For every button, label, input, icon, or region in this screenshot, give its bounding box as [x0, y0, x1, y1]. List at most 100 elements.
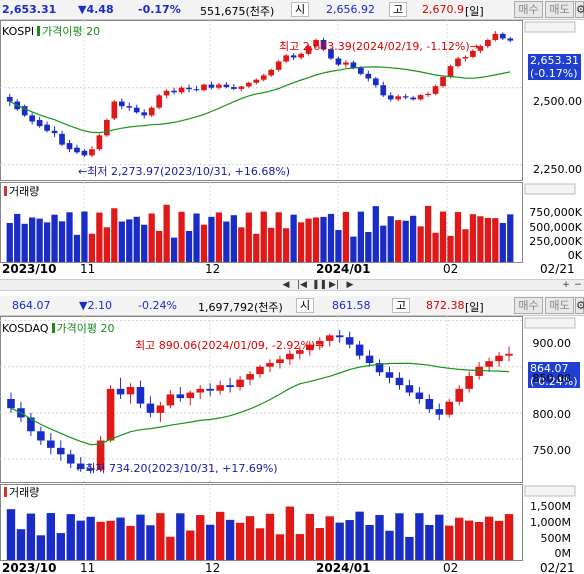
volume-bar [499, 222, 506, 262]
volume-bar [355, 511, 364, 560]
candle-down [116, 388, 125, 395]
zoom-in-icon[interactable]: + [562, 280, 570, 290]
candle-down [380, 85, 387, 96]
volume-axis-tag [524, 485, 576, 497]
kosdaq-date-12: 12 [205, 561, 221, 574]
candle-up [260, 75, 267, 80]
candle-down [7, 399, 15, 409]
kosdaq-ma-label: 가격이평 20 [56, 322, 115, 335]
volume-bar [106, 520, 115, 560]
volume-bar [36, 218, 43, 262]
volume-bar [88, 233, 96, 262]
kosdaq-period[interactable]: [일] [465, 301, 484, 314]
candle-down [37, 431, 45, 441]
kosdaq-date-02: 02 [443, 561, 459, 574]
kospi-chart[interactable] [0, 20, 584, 263]
kospi-vol-tick-250: 250,000K [529, 235, 582, 248]
scroll-right-icon[interactable]: ▶ [346, 280, 354, 290]
volume-bar [350, 236, 357, 262]
candle-down [387, 95, 394, 100]
volume-bar [73, 234, 81, 262]
volume-bar [295, 534, 305, 560]
kosdaq-date-11: 11 [80, 561, 96, 574]
volume-bar [315, 528, 324, 560]
volume-marker-icon [4, 487, 7, 497]
volume-bar [410, 215, 417, 262]
candle-down [81, 150, 88, 156]
volume-bar [385, 530, 394, 560]
volume-bar [51, 214, 58, 262]
volume-bar [6, 222, 13, 262]
candle-down [136, 387, 145, 404]
volume-bar [16, 529, 26, 560]
candle-up [276, 359, 284, 364]
kospi-settings-icon[interactable]: ⚙ [575, 1, 584, 18]
price-plot-frame [0, 20, 523, 181]
kospi-date-11: 11 [80, 262, 96, 276]
volume-bar [66, 212, 73, 262]
candle-down [6, 96, 13, 102]
kospi-buy-button[interactable]: 매수 [514, 1, 543, 18]
volume-bar [86, 516, 95, 560]
volume-bar [215, 511, 225, 560]
candle-up [253, 79, 260, 83]
candle-down [51, 130, 58, 134]
volume-bar [387, 216, 394, 262]
candle-down [141, 112, 148, 116]
price-axis-tag [524, 317, 576, 329]
volume-bar [424, 205, 432, 262]
volume-bar [395, 513, 404, 560]
kospi-scrollbar[interactable]: ◀ |◀ ❚❚ ▶| ▶ + − [0, 279, 584, 291]
kosdaq-change: ▼2.10 [79, 299, 112, 312]
kospi-sell-button[interactable]: 매도 [545, 1, 574, 18]
volume-bar [26, 513, 36, 560]
candle-up [236, 379, 244, 388]
kosdaq-high-annotation: 최고 890.06(2024/01/09, -2.92%)→ [135, 339, 325, 352]
candle-up [425, 93, 431, 96]
kosdaq-settings-icon[interactable]: ⚙ [575, 297, 584, 314]
ma-marker-icon [51, 323, 55, 333]
candle-up [417, 95, 424, 100]
candle-up [246, 374, 254, 380]
volume-bar [56, 533, 65, 560]
volume-marker-icon [4, 186, 7, 196]
kosdaq-volume-legend: 거래량 [2, 484, 39, 500]
candle-down [226, 385, 234, 388]
kosdaq-chart[interactable] [0, 316, 584, 574]
candle-up [238, 86, 245, 89]
kosdaq-buy-button[interactable]: 매수 [514, 297, 543, 314]
volume-bar [118, 221, 125, 262]
volume-bar [345, 520, 354, 560]
candle-up [447, 66, 454, 77]
volume-bar [275, 212, 282, 262]
volume-bar [186, 530, 195, 560]
kosdaq-date-2023-10: 2023/10 [2, 561, 57, 574]
kosdaq-vol-tick-1500: 1,500M [530, 500, 571, 513]
candle-down [415, 392, 424, 399]
candle-up [485, 40, 491, 47]
volume-bar [185, 230, 193, 262]
scroll-end-icon[interactable]: ▶| [329, 280, 339, 290]
scroll-start-icon[interactable]: |◀ [297, 280, 307, 290]
candle-up [477, 46, 484, 51]
kospi-current-price: 2,653.31 [2, 3, 57, 16]
volume-bar [156, 513, 165, 560]
scroll-left-icon[interactable]: ◀ [282, 280, 290, 290]
volume-bar [305, 513, 314, 560]
pause-icon[interactable]: ❚❚ [312, 280, 328, 290]
candle-down [425, 399, 434, 410]
volume-bar [297, 222, 305, 262]
volume-bar [141, 224, 148, 262]
candle-up [465, 375, 473, 389]
moving-average-line [10, 362, 510, 446]
kospi-high-annotation-text: 최고 2,683.39(2024/02/19, -1.12%) [279, 40, 470, 53]
volume-bar [235, 522, 245, 560]
kospi-open-label: 시 [291, 2, 309, 17]
kospi-period[interactable]: [일] [465, 5, 484, 18]
volume-bar [455, 517, 464, 560]
zoom-out-icon[interactable]: − [574, 280, 582, 290]
kosdaq-sell-button[interactable]: 매도 [545, 297, 574, 314]
volume-bar [432, 232, 439, 262]
candle-down [76, 463, 85, 469]
volume-bar [454, 212, 462, 262]
